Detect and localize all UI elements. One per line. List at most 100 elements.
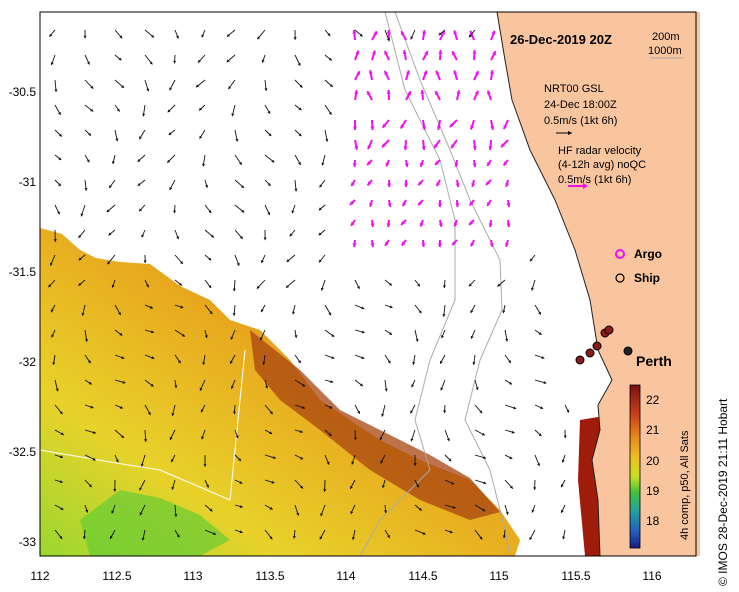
model-vector-head xyxy=(380,460,384,464)
model-vector-head xyxy=(417,283,420,287)
model-vector-head xyxy=(300,456,304,460)
model-vector-head xyxy=(119,35,123,39)
radar-vector-head xyxy=(488,223,493,227)
model-vector-head xyxy=(139,487,143,491)
radar-vector-head xyxy=(470,242,475,247)
model-vector-head xyxy=(267,182,271,186)
model-vector-head xyxy=(174,514,178,517)
model-vector-head xyxy=(386,38,390,42)
model-vector-head xyxy=(59,535,63,539)
radar-vector-head xyxy=(487,161,491,166)
model-vector-head xyxy=(169,187,173,191)
model-vector-head xyxy=(441,335,444,339)
model-vector-head xyxy=(505,511,509,515)
model-vector-head xyxy=(350,510,354,514)
model-vector-head xyxy=(475,387,479,391)
model-vector-head xyxy=(60,432,64,436)
model-vector-head xyxy=(293,37,297,40)
sst-colorbar xyxy=(629,384,641,549)
model-vector-head xyxy=(168,132,172,135)
model-vector-head xyxy=(88,132,92,136)
model-vector-head xyxy=(147,412,151,415)
model-vector-head xyxy=(137,183,141,186)
model-vector-head xyxy=(302,383,306,387)
model-vector-head xyxy=(502,535,506,539)
model-vector-head xyxy=(260,337,263,341)
model-name: NRT00 GSL xyxy=(544,83,604,95)
model-vector-head xyxy=(353,437,357,441)
radar-vector-head xyxy=(474,90,479,95)
model-vector-head xyxy=(200,409,204,413)
radar-vector-head xyxy=(506,203,511,207)
model-vector-head xyxy=(167,109,171,113)
radar-vector-head xyxy=(386,223,391,227)
model-vector-head xyxy=(359,33,363,37)
model-vector-head xyxy=(59,411,63,415)
model-vector-head xyxy=(479,410,483,414)
model-vector-head xyxy=(111,161,115,164)
model-vector-head xyxy=(235,138,239,142)
model-vector-head xyxy=(257,36,261,40)
colorbar-label: 4h comp, p50, All Sats xyxy=(679,430,691,540)
model-vector-head xyxy=(537,463,540,467)
model-vector-head xyxy=(178,282,182,286)
model-vector-head xyxy=(541,356,545,359)
model-vector-head xyxy=(509,381,513,385)
radar-vector-head xyxy=(455,203,460,207)
model-vector-head xyxy=(268,133,272,136)
model-vector-head xyxy=(146,284,149,288)
model-vector-head xyxy=(531,509,535,513)
model-vector-head xyxy=(387,534,390,538)
model-vector-head xyxy=(230,360,233,364)
radar-vector-head xyxy=(405,70,410,75)
model-vector-head xyxy=(357,410,360,414)
model-vector-head xyxy=(55,388,59,392)
model-vector-head xyxy=(328,433,332,436)
radar-vector-head xyxy=(419,162,424,167)
ship-legend-label: Ship xyxy=(634,271,660,285)
perth-marker xyxy=(623,346,633,356)
model-vector-head xyxy=(286,284,289,288)
model-vector-head xyxy=(195,84,199,88)
model-vector-head xyxy=(51,334,55,338)
model-vector-head xyxy=(418,507,422,511)
radar-vector-head xyxy=(487,201,491,206)
model-vector-head xyxy=(198,107,202,111)
model-vector-head xyxy=(230,385,234,389)
radar-vector-head xyxy=(471,183,476,187)
model-vector-head xyxy=(118,57,122,61)
model-vector-head xyxy=(199,135,203,139)
model-vector-head xyxy=(438,32,442,36)
model-vector-head xyxy=(298,133,302,137)
radar-scale: 0.5m/s (1kt 6h) xyxy=(558,174,631,186)
lon-tick: 112 xyxy=(30,569,49,583)
model-vector-head xyxy=(113,488,117,492)
model-vector-head xyxy=(60,455,64,459)
radar-vector-head xyxy=(402,50,407,54)
model-vector-head xyxy=(143,260,147,263)
model-vector-head xyxy=(387,360,391,364)
model-vector-head xyxy=(210,234,214,238)
argo-legend-label: Argo xyxy=(634,247,662,261)
model-vector-head xyxy=(167,159,171,163)
model-vector-head xyxy=(271,159,275,163)
model-vector-head xyxy=(83,35,87,39)
model-vector-head xyxy=(50,262,53,266)
radar-vector-head xyxy=(352,30,357,34)
model-vector-head xyxy=(481,432,485,436)
radar-vector-head xyxy=(402,202,407,207)
radar-vector-head xyxy=(501,143,505,148)
radar-vector-head xyxy=(505,242,509,247)
radar-vector-head xyxy=(401,221,405,225)
model-vector-head xyxy=(176,236,180,240)
model-vector-head xyxy=(381,413,385,417)
model-vector-head xyxy=(180,305,184,309)
model-vector-head xyxy=(300,485,303,489)
model-vector-head xyxy=(440,360,443,364)
model-vector-head xyxy=(78,234,82,238)
model-vector-head xyxy=(239,530,243,534)
radar-vector-head xyxy=(472,163,477,167)
model-vector-head xyxy=(199,387,203,391)
colorbar-tick: 19 xyxy=(646,484,660,498)
